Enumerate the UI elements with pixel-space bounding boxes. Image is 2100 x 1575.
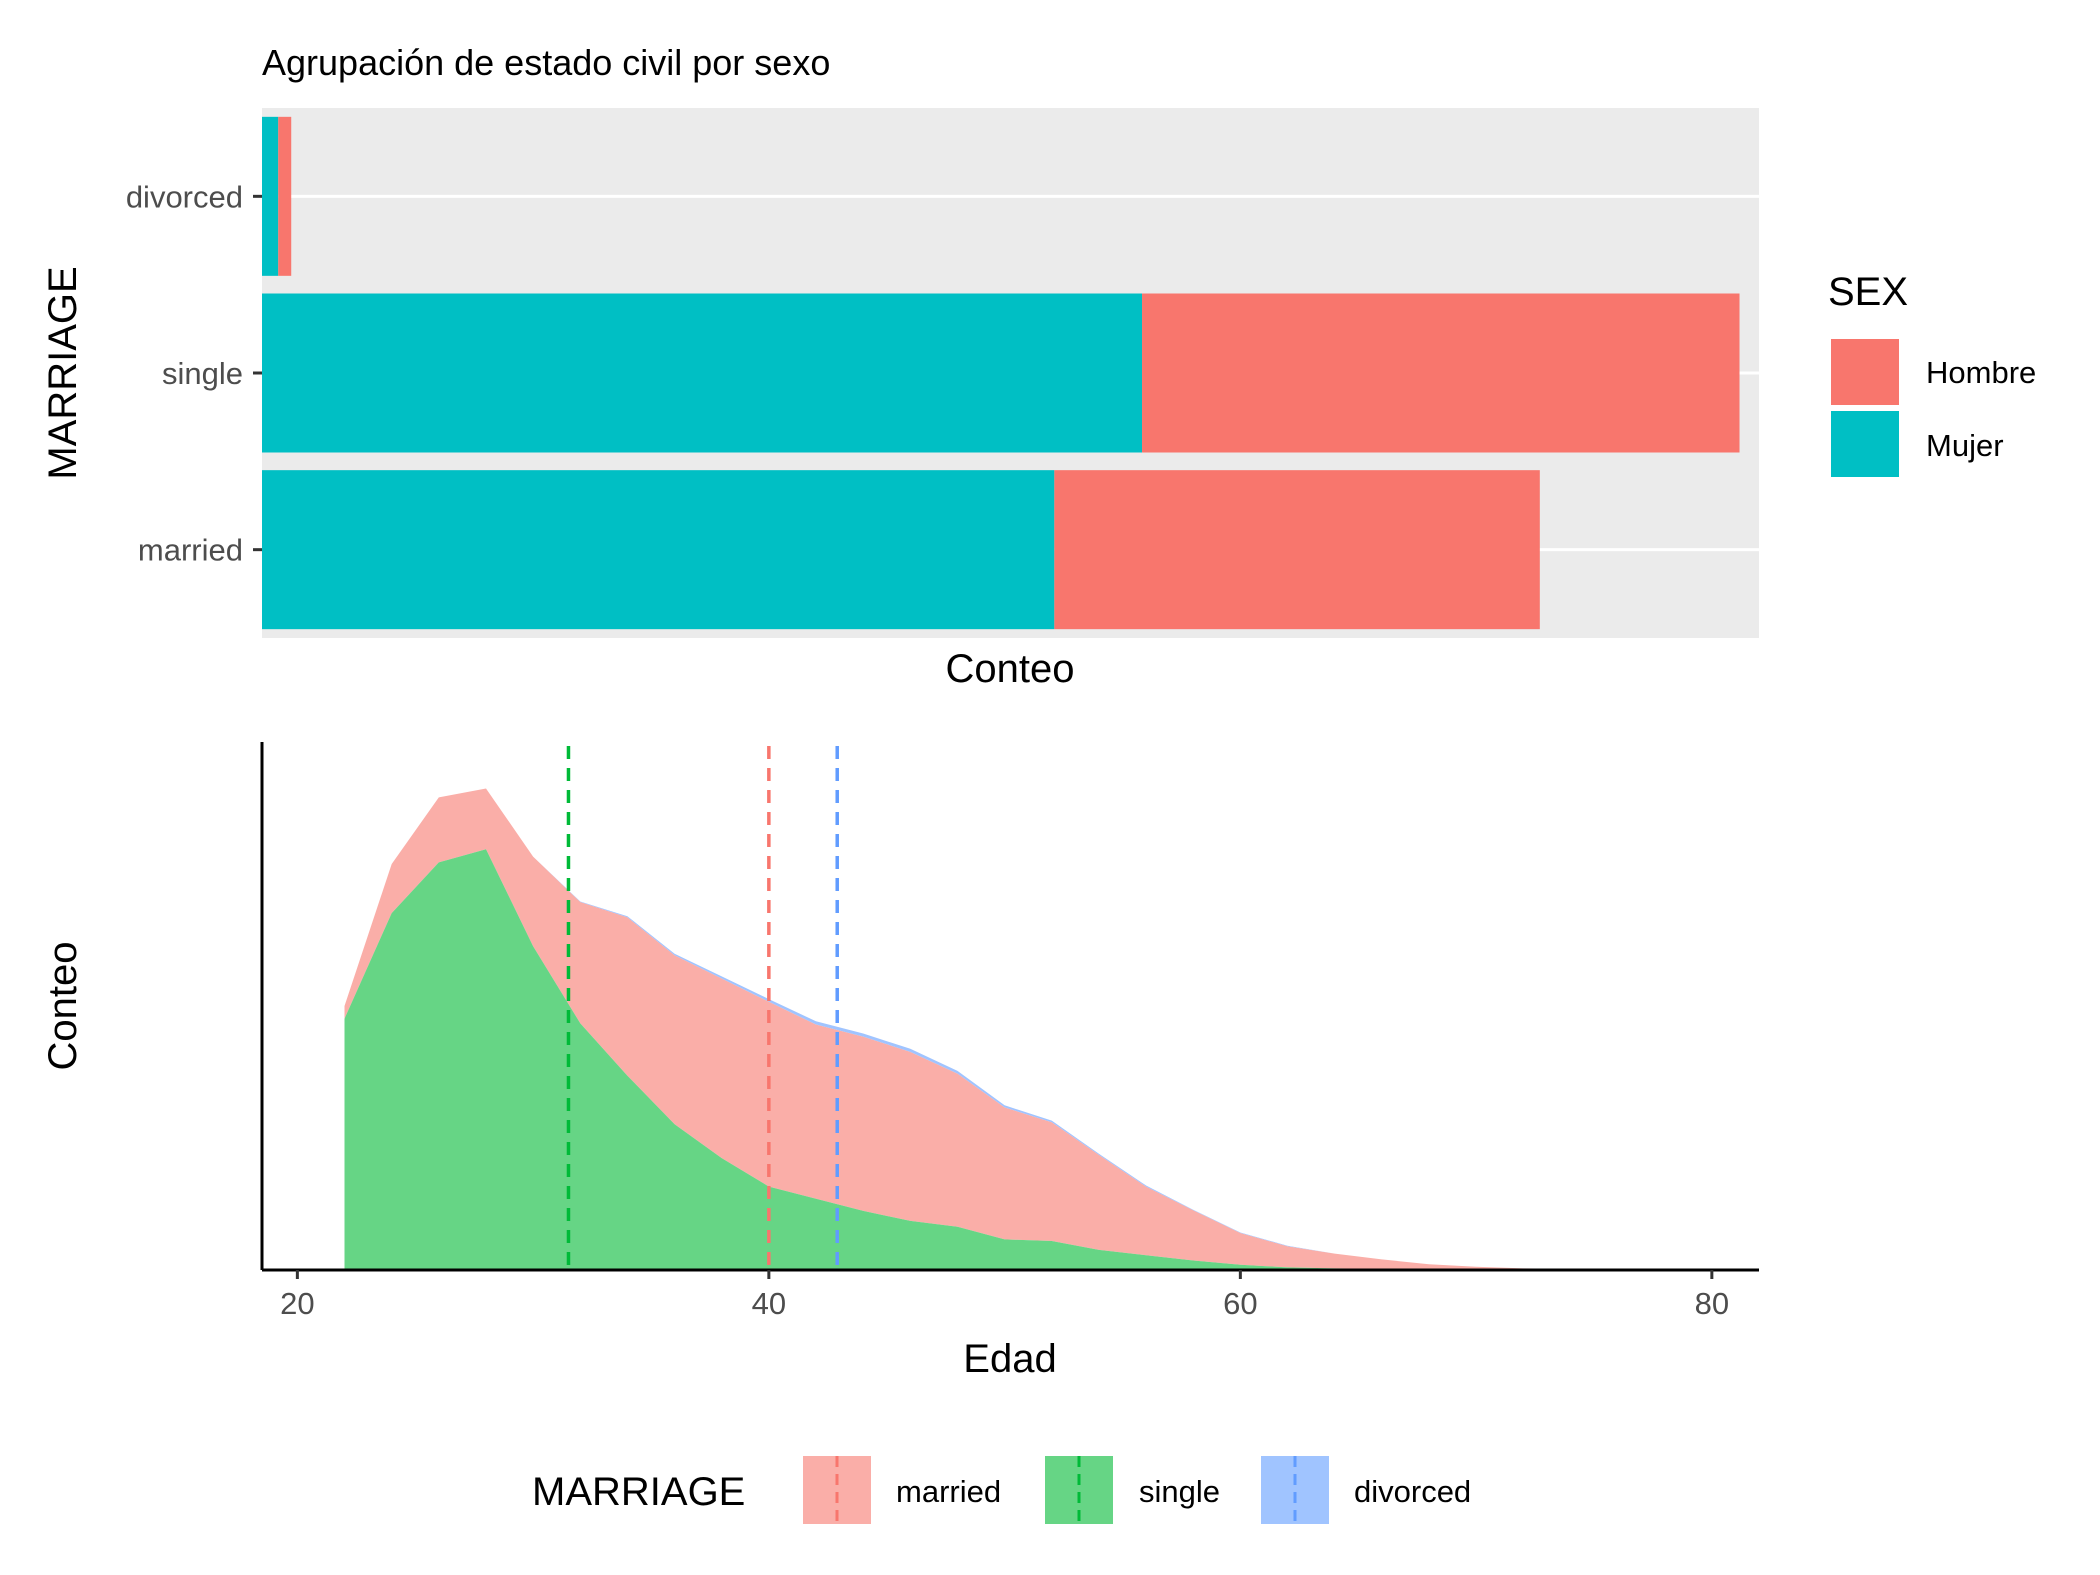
area-series (344, 788, 1712, 1270)
bar-divorced-mujer (262, 116, 279, 276)
top-chart-title: Agrupación de estado civil por sexo (262, 42, 830, 83)
legend-label-divorced: divorced (1354, 1474, 1471, 1509)
top-y-axis-ticks: divorced single married (126, 179, 262, 568)
bottom-x-tick-label-20: 20 (280, 1286, 314, 1321)
top-y-tick-label-married: married (138, 533, 243, 568)
bar-married-hombre (1054, 470, 1540, 630)
legend-key-mujer (1829, 409, 1901, 479)
bottom-y-axis-title: Conteo (41, 942, 85, 1071)
bottom-x-tick-label-60: 60 (1223, 1286, 1257, 1321)
bottom-x-axis-title: Edad (963, 1337, 1056, 1381)
bar-single-mujer (262, 293, 1143, 453)
top-y-tick-label-divorced: divorced (126, 179, 243, 214)
legend-label-single: single (1139, 1474, 1220, 1509)
bottom-x-axis-ticks: 20 40 60 80 (280, 1270, 1729, 1321)
marriage-legend: MARRIAGE married single divorced (532, 1456, 1471, 1524)
bar-divorced-hombre (278, 116, 292, 276)
marriage-by-sex-bar-chart: Agrupación de estado civil por sexo divo… (41, 42, 2036, 691)
legend-label-hombre: Hombre (1926, 355, 2036, 390)
sex-legend: SEX Hombre Mujer (1828, 270, 2036, 479)
top-bars (262, 116, 1740, 630)
age-density-area-chart: 20 40 60 80 Edad Conteo MARRIAGE married si… (41, 742, 1759, 1524)
marriage-legend-title: MARRIAGE (532, 1470, 745, 1514)
top-y-tick-label-single: single (162, 356, 243, 391)
bar-single-hombre (1142, 293, 1740, 453)
area-single (344, 849, 1712, 1270)
bar-married-mujer (262, 470, 1055, 630)
top-x-axis-title: Conteo (946, 647, 1075, 691)
legend-label-married: married (896, 1474, 1001, 1509)
bottom-x-tick-label-80: 80 (1695, 1286, 1729, 1321)
legend-label-mujer: Mujer (1926, 428, 2004, 463)
area-married (344, 788, 1712, 1270)
bottom-x-tick-label-40: 40 (752, 1286, 786, 1321)
sex-legend-title: SEX (1828, 270, 1908, 314)
top-y-axis-title: MARRIAGE (41, 266, 85, 479)
legend-key-hombre (1829, 337, 1901, 407)
